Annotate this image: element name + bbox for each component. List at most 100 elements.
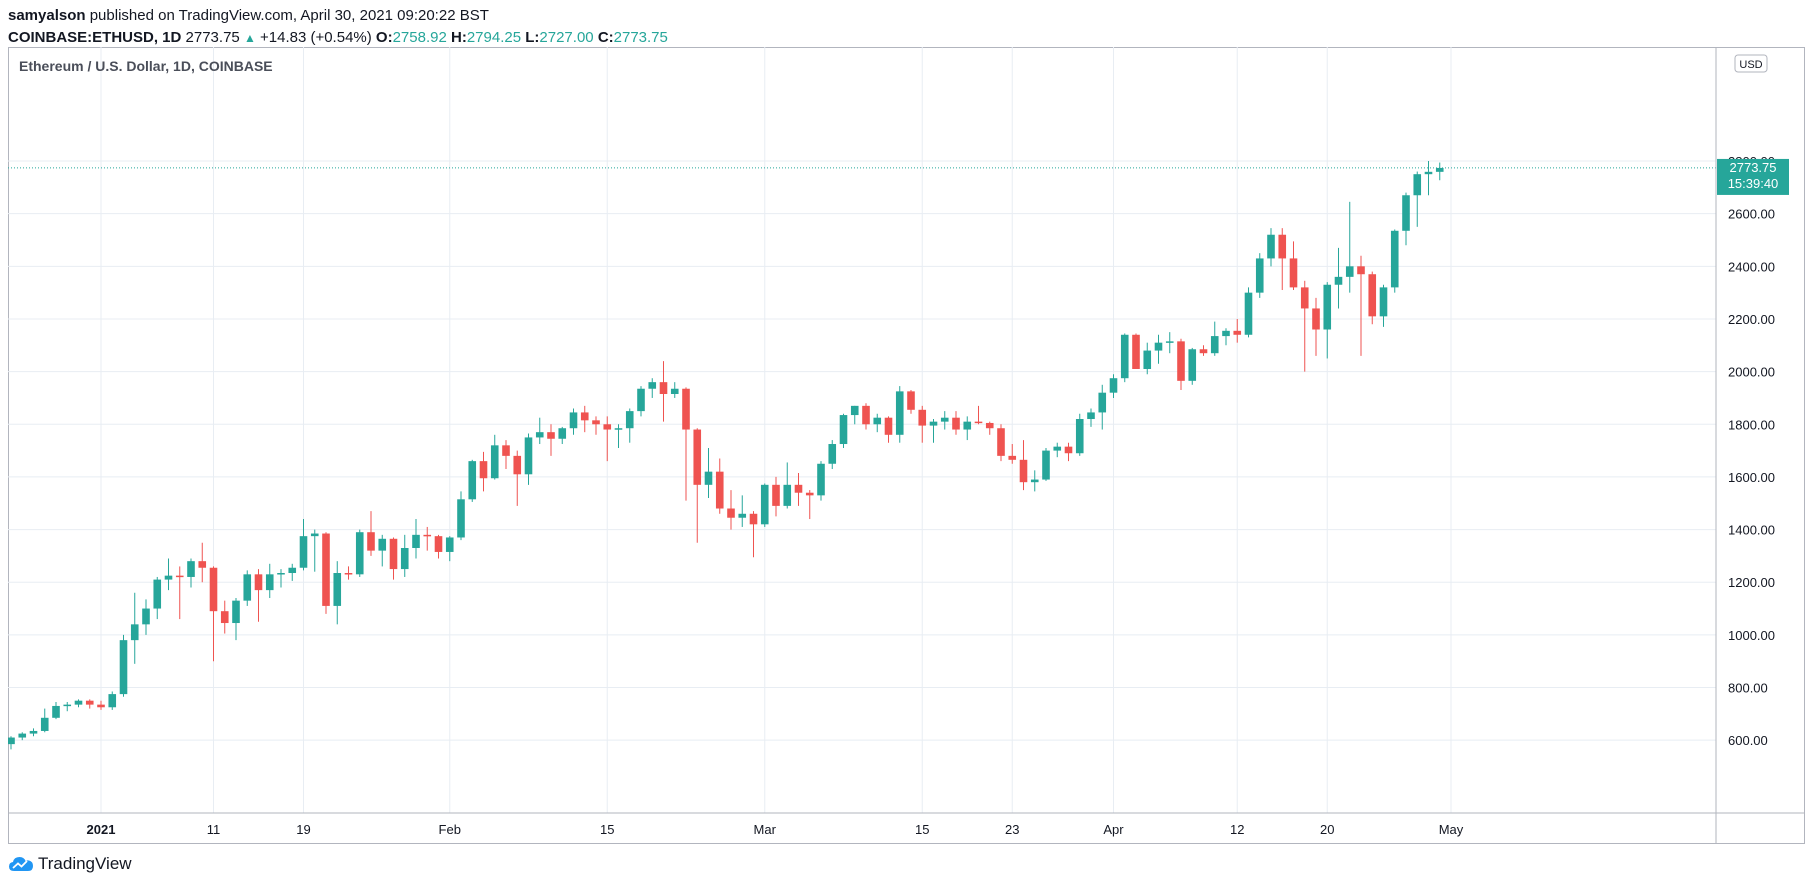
candle-body (310, 533, 319, 537)
candle-body (1233, 330, 1242, 335)
candle-body (895, 391, 904, 435)
candle (130, 592, 139, 664)
candle (85, 699, 94, 709)
price-tick-label: 800.00 (1728, 681, 1768, 696)
candle-body (1120, 334, 1129, 379)
candle-body (209, 567, 218, 612)
currency-badge[interactable] (1734, 54, 1768, 73)
candle-body (1334, 276, 1343, 285)
candle (1132, 333, 1140, 369)
candle-body (873, 417, 882, 425)
candle-body (715, 471, 724, 509)
candle-body (952, 417, 960, 430)
candle (434, 534, 443, 559)
price-tick-label: 2400.00 (1728, 259, 1775, 274)
candle (344, 566, 353, 580)
time-tick-label: 20 (1320, 822, 1334, 837)
candle (850, 405, 859, 425)
candle (333, 561, 342, 625)
candle-body (985, 422, 994, 429)
candle (682, 387, 690, 501)
candle (389, 537, 398, 580)
candle-body (52, 705, 60, 718)
candle (1222, 328, 1230, 346)
candle (817, 461, 825, 501)
candle-body (333, 573, 342, 606)
candle (479, 451, 488, 492)
candle (760, 483, 769, 527)
candle (1345, 201, 1354, 293)
candle (1143, 342, 1152, 375)
candle (40, 708, 49, 733)
price-tick-label: 1000.00 (1728, 628, 1775, 643)
candle (209, 566, 218, 662)
candle-body (862, 405, 870, 425)
candle-body (704, 471, 713, 485)
candle-body (1368, 274, 1377, 317)
candle (310, 529, 319, 572)
candle (1233, 318, 1242, 343)
candle-body (1323, 284, 1332, 330)
candle (1008, 444, 1017, 464)
candle (423, 526, 432, 551)
candle (772, 476, 780, 517)
candle (535, 417, 544, 445)
candle-body (254, 574, 263, 591)
price-chart[interactable]: Ethereum / U.S. Dollar, 1D, COINBASE 600… (8, 47, 1805, 844)
candle-body (547, 432, 555, 439)
candle (198, 542, 207, 583)
candle-body (434, 536, 443, 552)
high-label: H: (451, 29, 467, 46)
candle (1323, 282, 1332, 359)
candle-body (153, 579, 162, 609)
candle-body (1289, 258, 1298, 288)
candle (963, 416, 972, 441)
candle-body (1435, 167, 1444, 172)
candle (592, 416, 600, 435)
candle (1165, 332, 1174, 354)
candle (164, 558, 173, 591)
price-axis[interactable]: 600.00 800.00 1000.00 1200.00 1400.00 1600.00… (1728, 154, 1775, 748)
chart-grid (8, 47, 1716, 813)
candle (468, 459, 477, 502)
candle (558, 426, 567, 445)
candle (175, 566, 184, 620)
candle (794, 472, 803, 506)
candle (1300, 280, 1309, 372)
candle-body (367, 532, 375, 551)
tradingview-logo[interactable]: TradingView (8, 854, 132, 874)
candle (1402, 192, 1410, 246)
candle-body (412, 534, 420, 549)
candle-body (344, 573, 353, 575)
candle-body (74, 700, 83, 705)
candle-body (198, 561, 207, 568)
low-value: 2727.00 (539, 29, 594, 46)
candle-body (524, 437, 533, 475)
candle (119, 634, 128, 697)
candle-body (1199, 349, 1208, 354)
candle (997, 424, 1005, 462)
candle (1075, 413, 1084, 456)
candle (974, 405, 983, 425)
candle-body (1109, 378, 1118, 393)
candle (1379, 284, 1388, 327)
candle (1188, 347, 1197, 385)
price-tick-label: 1200.00 (1728, 575, 1775, 590)
candle-body (727, 508, 735, 518)
candle-body (130, 624, 139, 641)
publisher-name[interactable]: samyalson (8, 7, 86, 24)
candle-body (479, 461, 488, 479)
candle (299, 519, 308, 571)
candle-body (389, 538, 398, 570)
time-axis[interactable]: 2021 11 19 Feb 15 Mar 15 23 Apr 12 20 May (87, 822, 1464, 837)
candle (1289, 241, 1298, 291)
candle (614, 424, 623, 448)
candle-body (794, 484, 803, 493)
price-tick-label: 1800.00 (1728, 417, 1775, 432)
candle-body (1357, 266, 1365, 275)
last-price-label: 2773.75 15:39:40 (1717, 158, 1789, 195)
candle (254, 569, 263, 622)
candle (895, 386, 904, 443)
candle-body (142, 608, 150, 625)
candle-body (378, 538, 387, 551)
